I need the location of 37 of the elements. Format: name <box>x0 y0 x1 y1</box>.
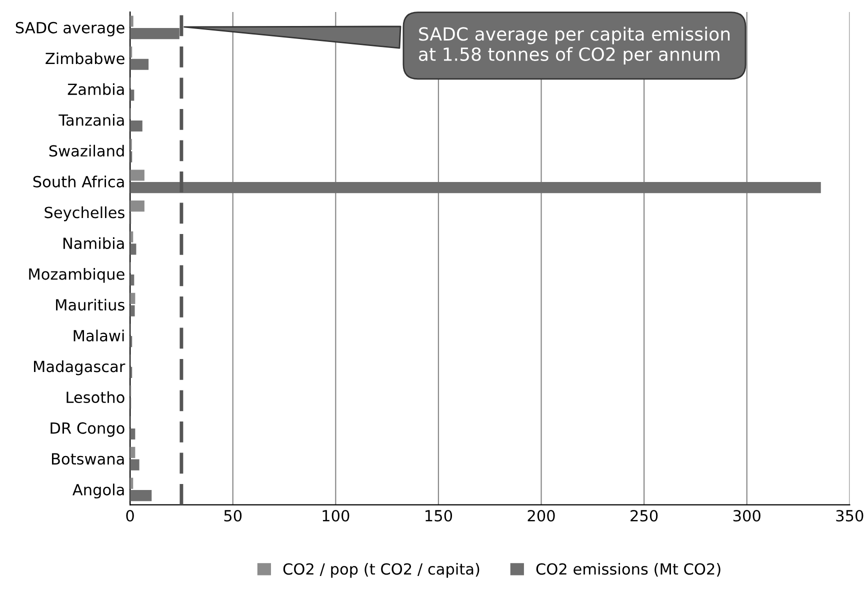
y-tick-label: South Africa <box>33 176 124 188</box>
y-tick-label: Swaziland <box>49 144 124 157</box>
y-tick-label: Malawi <box>74 330 124 342</box>
y-tick-label: Zambia <box>68 83 124 96</box>
bar <box>130 170 144 181</box>
x-tick-label: 250 <box>630 510 658 522</box>
x-tick-label: 100 <box>322 510 350 522</box>
x-tick-label: 350 <box>836 510 864 522</box>
y-tick-label: Zimbabwe <box>46 52 124 64</box>
x-tick-label: 200 <box>528 510 555 522</box>
annotation: SADC average per capita emission at 1.58 tonnes of CO2 per annum <box>418 26 730 64</box>
bar <box>130 459 140 470</box>
y-tick-label: Tanzania <box>58 114 124 126</box>
bar <box>130 120 142 132</box>
y-tick-label: Mauritius <box>56 298 124 311</box>
x-tick-label: 50 <box>224 510 242 522</box>
bar <box>130 200 144 212</box>
legend-label: CO2 / pop (t CO2 / capita) <box>283 562 480 578</box>
bar <box>130 305 135 316</box>
bar <box>130 28 180 40</box>
bar <box>130 490 152 502</box>
x-tick-label: 0 <box>126 510 134 522</box>
y-tick-label: Namibia <box>63 237 124 250</box>
bar <box>130 58 149 70</box>
x-tick-label: 150 <box>426 510 452 522</box>
y-tick-label: SADC average <box>16 22 124 36</box>
y-tick-label: Madagascar <box>34 360 126 376</box>
y-tick-label: Botswana <box>52 453 124 465</box>
y-tick-label: Angola <box>72 484 124 498</box>
bar <box>130 182 821 194</box>
legend-label: CO2 emissions (Mt CO2) <box>536 562 720 577</box>
y-tick-label: Seychelles <box>44 206 124 222</box>
y-tick-label: DR Congo <box>50 422 124 437</box>
x-tick-label: 300 <box>733 510 760 522</box>
y-tick-label: Lesotho <box>66 391 124 404</box>
y-tick-label: Mozambique <box>29 268 124 283</box>
bar <box>130 16 134 27</box>
